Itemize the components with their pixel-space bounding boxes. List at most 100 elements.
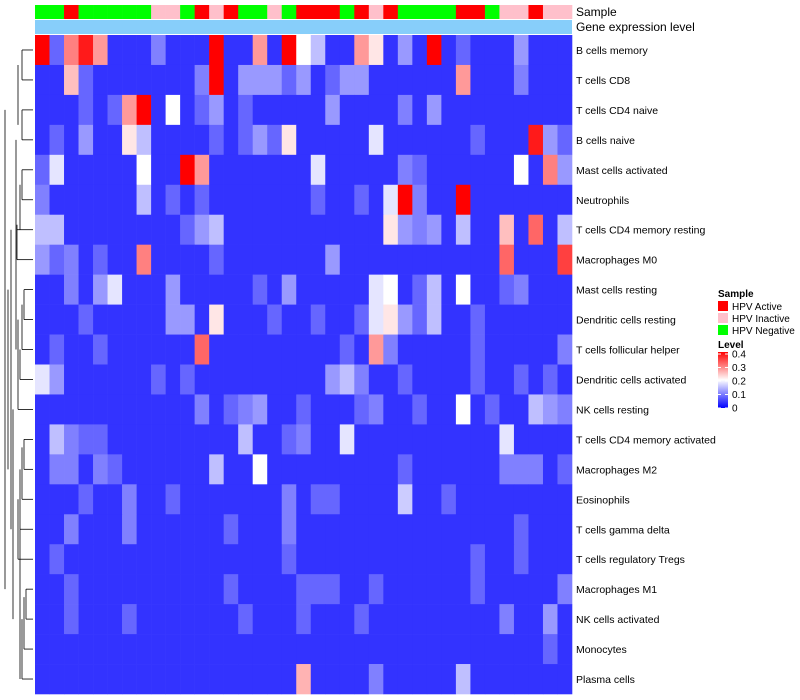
heatmap-cell <box>426 35 442 66</box>
heatmap-cell <box>354 424 370 455</box>
heatmap-cell <box>368 214 384 245</box>
heatmap-cell <box>252 64 268 96</box>
legend-swatch-hpv-inactive <box>718 313 728 323</box>
heatmap-cell <box>325 634 341 665</box>
heatmap-cell <box>49 35 65 66</box>
heatmap-cell <box>107 154 123 186</box>
heatmap-cell <box>78 35 94 66</box>
heatmap-cell <box>354 334 370 365</box>
heatmap-cell <box>151 364 166 395</box>
heatmap-cell <box>397 304 413 335</box>
heatmap-cell <box>513 484 529 515</box>
heatmap-cell <box>426 394 442 425</box>
heatmap-cell <box>49 484 65 515</box>
heatmap-cell <box>194 634 210 665</box>
heatmap-cell <box>267 214 283 245</box>
heatmap-cell <box>165 664 181 695</box>
heatmap-cell <box>412 634 428 665</box>
heatmap-cell <box>455 424 471 455</box>
heatmap-cell <box>339 124 355 156</box>
heatmap-cell <box>238 124 254 156</box>
heatmap-cell <box>238 244 254 275</box>
row-label: Neutrophils <box>576 195 629 207</box>
heatmap-cell <box>470 154 486 186</box>
heatmap-cell <box>165 604 181 635</box>
heatmap-cell <box>368 664 384 695</box>
heatmap-cell <box>354 154 370 186</box>
heatmap-cell <box>528 664 544 695</box>
heatmap-cell <box>35 94 50 126</box>
heatmap-cell <box>281 244 297 275</box>
row-label: T cells CD8 <box>576 75 630 87</box>
heatmap-cell <box>49 94 65 126</box>
heatmap-cell <box>412 94 428 126</box>
heatmap-cell <box>557 94 573 126</box>
heatmap-cell <box>296 154 312 186</box>
heatmap-cell <box>310 304 326 335</box>
row-label: Mast cells activated <box>576 165 668 177</box>
heatmap-cell <box>557 604 573 635</box>
heatmap-cell <box>397 664 413 695</box>
heatmap-cell <box>470 544 486 575</box>
heatmap-cell <box>354 664 370 695</box>
heatmap-cell <box>35 634 50 665</box>
heatmap-cell <box>136 664 152 695</box>
sample-annotation-cell <box>93 5 108 19</box>
heatmap-cell <box>209 364 224 395</box>
heatmap-cell <box>528 184 544 216</box>
heatmap-cell <box>484 274 500 305</box>
heatmap-cell <box>484 124 500 156</box>
heatmap-cell <box>484 484 500 515</box>
row-label: T cells gamma delta <box>576 524 670 536</box>
heatmap-cell <box>64 574 79 605</box>
heatmap-cell <box>310 124 326 156</box>
heatmap-cell <box>281 634 297 665</box>
heatmap-cell <box>383 664 399 695</box>
heatmap-cell <box>499 454 515 485</box>
heatmap-cell <box>513 124 529 156</box>
heatmap-cell <box>136 154 152 186</box>
heatmap-cell <box>310 274 326 305</box>
heatmap-cell <box>310 664 326 695</box>
heatmap-cell <box>209 514 224 545</box>
heatmap-cell <box>151 184 166 216</box>
heatmap-cell <box>426 424 442 455</box>
row-dendrogram <box>4 49 33 680</box>
heatmap-cell <box>368 604 384 635</box>
heatmap-cell <box>455 364 471 395</box>
heatmap-cell <box>209 124 224 156</box>
heatmap-cell <box>368 124 384 156</box>
heatmap-cell <box>252 35 268 66</box>
heatmap-cell <box>281 364 297 395</box>
heatmap-cell <box>339 244 355 275</box>
heatmap-cell <box>339 35 355 66</box>
heatmap-cell <box>528 214 544 245</box>
heatmap-cell <box>122 454 137 485</box>
heatmap-cell <box>470 664 486 695</box>
heatmap-cell <box>194 364 210 395</box>
heatmap-cell <box>368 514 384 545</box>
sample-annotation-cell <box>296 5 312 19</box>
heatmap-cell <box>339 334 355 365</box>
heatmap-cell <box>441 634 457 665</box>
heatmap-cell <box>209 604 224 635</box>
legend-label-hpv-negative: HPV Negative <box>732 326 795 337</box>
heatmap-cell <box>412 604 428 635</box>
heatmap-cell <box>513 304 529 335</box>
heatmap-cell <box>557 424 573 455</box>
sample-annotation-cell <box>223 5 239 19</box>
heatmap-cell <box>267 64 283 96</box>
heatmap-cell <box>238 574 254 605</box>
heatmap-cell <box>412 124 428 156</box>
heatmap-cell <box>78 454 94 485</box>
heatmap-cell <box>542 334 558 365</box>
heatmap-cell <box>93 35 108 66</box>
heatmap-cell <box>325 304 341 335</box>
heatmap-cell <box>426 214 442 245</box>
heatmap-cell <box>441 124 457 156</box>
heatmap-cell <box>78 94 94 126</box>
heatmap-cell <box>412 394 428 425</box>
heatmap-cell <box>151 484 166 515</box>
heatmap-cell <box>252 274 268 305</box>
heatmap-cell <box>122 334 137 365</box>
